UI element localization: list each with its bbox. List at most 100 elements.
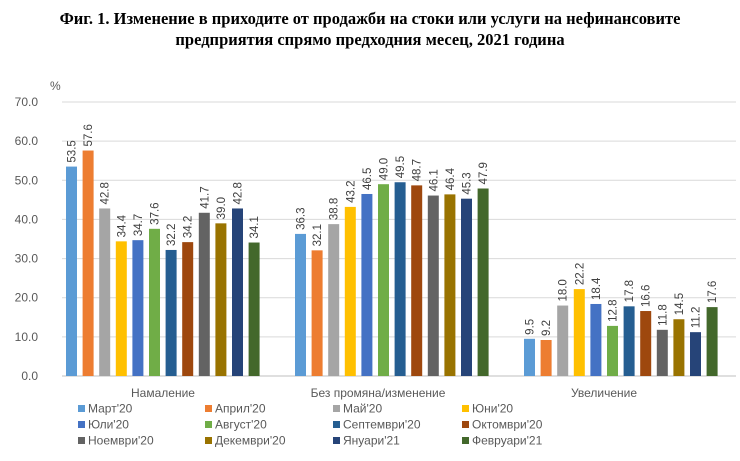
legend-label: Юни'20	[472, 402, 513, 416]
x-category-label: Увеличение	[571, 386, 637, 400]
data-label: 53.5	[67, 140, 79, 162]
legend-label: Януари'21	[343, 434, 400, 448]
legend-swatch	[78, 437, 85, 444]
bar	[378, 184, 389, 376]
bar	[295, 233, 306, 376]
legend-label: Август'20	[215, 418, 267, 432]
data-label: 41.7	[199, 186, 211, 208]
data-label: 37.6	[150, 202, 162, 224]
legend-label: Март'20	[88, 402, 133, 416]
legend-label: Май'20	[343, 402, 382, 416]
data-label: 47.9	[478, 162, 490, 184]
bar	[132, 240, 144, 376]
bar	[706, 307, 718, 376]
data-label: 16.6	[641, 285, 653, 307]
data-label: 9.2	[541, 320, 553, 336]
bar	[165, 249, 177, 376]
legend-label: Април'20	[215, 402, 266, 416]
bar	[427, 195, 439, 376]
bar	[82, 150, 94, 376]
bar	[524, 338, 535, 376]
bar	[640, 311, 652, 376]
data-label: 34.2	[183, 216, 195, 238]
data-label: 42.8	[233, 182, 245, 204]
bar	[66, 166, 77, 376]
x-category-label: Намаление	[131, 386, 195, 400]
legend-swatch	[462, 421, 469, 428]
data-label: 32.1	[312, 224, 324, 246]
bar	[656, 329, 668, 376]
data-label: 46.1	[428, 169, 440, 191]
y-tick-label: 0.0	[21, 369, 38, 383]
bar	[573, 289, 585, 376]
data-label: 18.4	[591, 277, 603, 300]
bar	[444, 194, 456, 376]
y-tick-label: 70.0	[15, 95, 39, 109]
bar	[232, 208, 243, 376]
legend-swatch	[78, 421, 85, 428]
data-label: 49.0	[379, 158, 391, 180]
bar	[673, 319, 685, 376]
data-label: 17.6	[707, 281, 719, 303]
y-tick-label: 50.0	[15, 173, 39, 187]
data-label: 17.8	[624, 280, 636, 302]
legend-swatch	[333, 405, 340, 412]
data-label: 11.8	[657, 304, 669, 326]
data-label: 46.4	[445, 167, 457, 190]
data-label: 38.8	[329, 198, 341, 220]
data-label: 9.5	[525, 319, 537, 335]
legend-swatch	[205, 405, 212, 412]
bar	[394, 182, 406, 376]
x-category-label: Без промяна/изменение	[311, 386, 446, 400]
data-label: 42.8	[100, 182, 112, 204]
data-label: 57.6	[83, 124, 95, 146]
y-tick-label: 10.0	[15, 330, 39, 344]
bar	[690, 332, 701, 376]
bar	[182, 242, 194, 376]
legend-label: Декември'20	[215, 434, 286, 448]
legend-swatch	[462, 437, 469, 444]
legend-swatch	[205, 437, 212, 444]
bar	[590, 303, 602, 376]
data-label: 32.2	[166, 224, 178, 246]
data-label: 46.5	[362, 168, 374, 190]
data-label: 18.0	[558, 279, 570, 301]
legend-swatch	[205, 421, 212, 428]
data-label: 43.2	[345, 181, 357, 203]
bar	[248, 242, 260, 376]
bar	[461, 198, 472, 376]
chart-title-line1: Фиг. 1. Изменение в приходите от продажб…	[59, 9, 681, 28]
legend-label: Октомври'20	[472, 418, 543, 432]
data-label: 48.7	[412, 159, 424, 181]
legend-label: Февруари'21	[472, 434, 543, 448]
y-axis-label: %	[50, 79, 61, 93]
bar	[215, 223, 227, 376]
data-label: 49.5	[395, 156, 407, 178]
data-label: 34.4	[116, 214, 128, 237]
bar	[328, 224, 340, 376]
y-tick-label: 20.0	[15, 291, 39, 305]
bar	[149, 228, 160, 376]
bar	[540, 339, 552, 376]
bar	[557, 305, 569, 376]
bar	[344, 206, 356, 376]
chart-title-line2: предприятия спрямо предходния месец, 202…	[175, 30, 565, 49]
bar	[99, 208, 111, 376]
bar	[607, 325, 618, 376]
data-label: 39.0	[216, 197, 228, 219]
bar	[477, 188, 489, 376]
legend-swatch	[333, 421, 340, 428]
legend-label: Септември'20	[343, 418, 421, 432]
legend-swatch	[333, 437, 340, 444]
bar	[623, 306, 635, 376]
bar	[311, 250, 323, 376]
bar	[361, 193, 373, 376]
bar	[198, 212, 210, 376]
legend-swatch	[78, 405, 85, 412]
y-tick-label: 30.0	[15, 252, 39, 266]
data-label: 36.3	[296, 208, 308, 230]
data-label: 22.2	[574, 263, 586, 285]
legend-swatch	[462, 405, 469, 412]
data-label: 34.1	[249, 216, 261, 238]
